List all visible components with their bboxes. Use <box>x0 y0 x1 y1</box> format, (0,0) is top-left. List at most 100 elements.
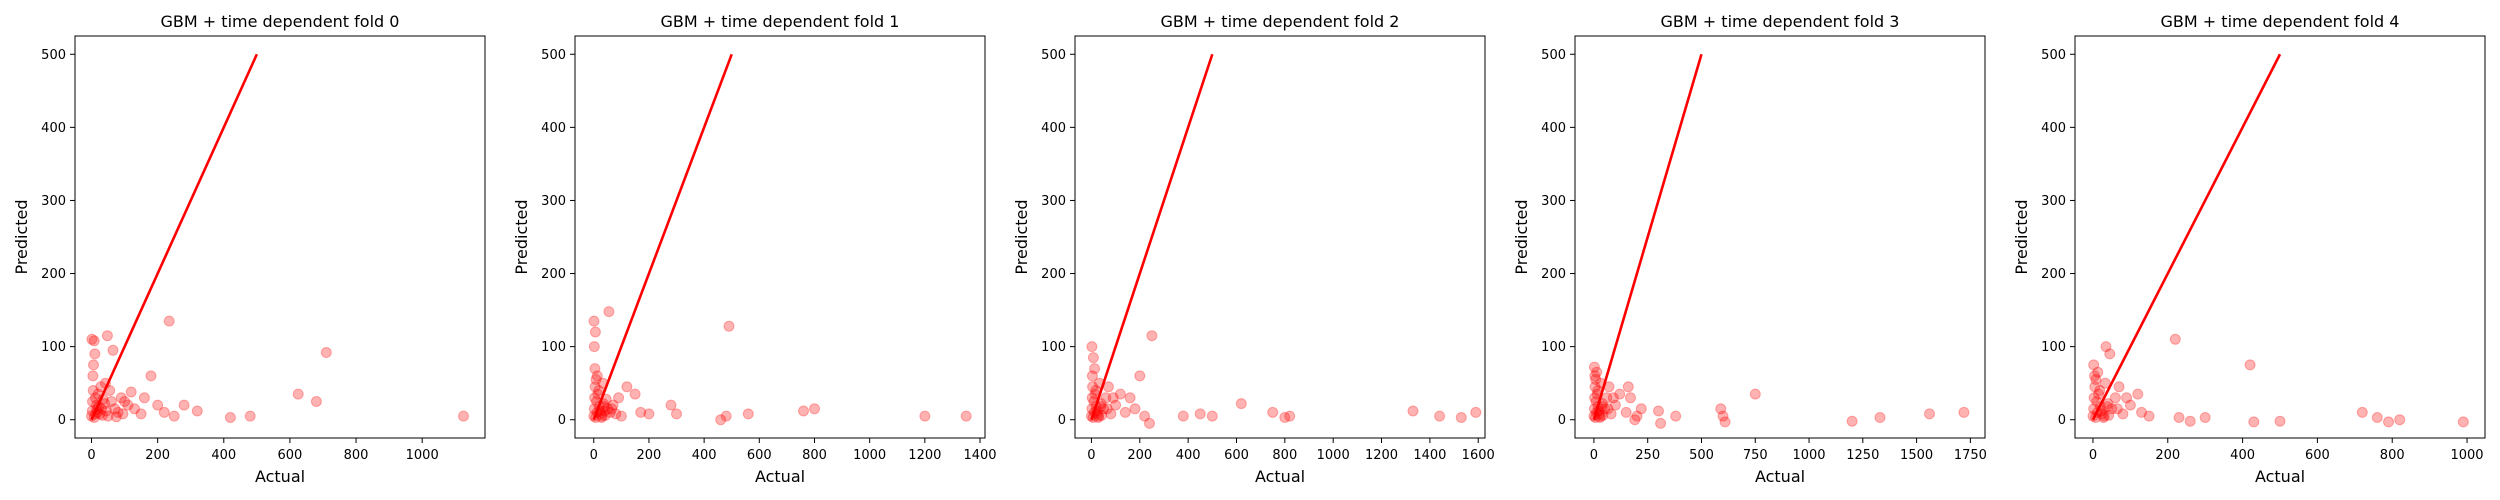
data-point <box>720 410 732 422</box>
x-tick-label: 1000 <box>853 448 886 463</box>
data-point <box>621 381 633 393</box>
data-point <box>2124 399 2136 411</box>
y-tick-label: 0 <box>58 413 66 428</box>
y-tick-label: 500 <box>1041 48 1066 63</box>
data-point <box>590 374 602 385</box>
y-tick-label: 100 <box>1541 340 1566 355</box>
data-point <box>1631 410 1643 422</box>
y-tick-label: 300 <box>1041 194 1066 209</box>
data-point <box>1597 409 1609 421</box>
data-point <box>1590 374 1602 385</box>
data-point <box>2094 385 2106 396</box>
x-tick-label: 1250 <box>1846 448 1879 463</box>
data-point <box>86 333 98 345</box>
data-point <box>1591 366 1603 378</box>
y-axis-label: Predicted <box>512 199 531 274</box>
data-point <box>1119 406 1131 418</box>
data-point <box>1601 392 1613 404</box>
data-point <box>458 410 469 422</box>
data-point <box>2092 366 2104 378</box>
y-tick-label: 200 <box>41 267 66 282</box>
data-point <box>2121 392 2133 404</box>
data-point <box>2132 388 2144 400</box>
data-point <box>1670 410 1682 422</box>
data-point <box>604 406 616 418</box>
x-tick-label: 1400 <box>963 448 996 463</box>
chart-title: GBM + time dependent fold 1 <box>661 12 900 31</box>
data-point <box>1607 392 1619 404</box>
data-point <box>602 403 614 415</box>
data-point <box>1407 405 1419 417</box>
scatter-points <box>2087 333 2469 428</box>
data-point <box>798 405 809 417</box>
reference-line <box>1090 53 1214 421</box>
data-point <box>1622 381 1634 393</box>
data-point <box>1177 410 1189 422</box>
x-tick-label: 1500 <box>1900 448 1933 463</box>
x-axis-label: Actual <box>2255 467 2305 486</box>
data-point <box>1874 412 1886 423</box>
data-point <box>129 403 140 415</box>
x-tick-label: 200 <box>1127 448 1152 463</box>
data-point <box>1588 361 1600 373</box>
data-point <box>1107 392 1119 404</box>
y-tick-label: 0 <box>1058 413 1066 428</box>
data-point <box>2169 333 2181 345</box>
x-tick-label: 600 <box>2305 448 2330 463</box>
data-point <box>163 315 175 327</box>
data-point <box>589 326 601 338</box>
data-point <box>1139 410 1151 422</box>
data-point <box>596 410 608 422</box>
data-point <box>599 409 611 421</box>
data-point <box>109 403 121 415</box>
data-point <box>1470 406 1482 418</box>
data-point <box>88 335 100 347</box>
x-tick-label: 1000 <box>1792 448 1825 463</box>
y-tick-label: 500 <box>1541 48 1566 63</box>
data-point <box>715 414 727 426</box>
data-point <box>2199 412 2211 423</box>
data-point <box>615 410 627 422</box>
x-tick-label: 1000 <box>406 448 439 463</box>
data-point <box>2088 392 2100 404</box>
data-point <box>152 399 164 411</box>
data-point <box>610 408 622 420</box>
data-point <box>1086 341 1098 353</box>
data-point <box>1924 408 1935 420</box>
axes-frame <box>574 35 986 439</box>
data-point <box>2274 415 2286 427</box>
y-tick-label: 200 <box>541 267 566 282</box>
data-point <box>135 408 147 420</box>
y-axis-label: Predicted <box>1512 199 1531 274</box>
data-point <box>2097 412 2109 423</box>
data-point <box>671 408 682 420</box>
data-point <box>2248 416 2260 428</box>
y-tick-label: 400 <box>541 121 566 136</box>
x-tick-label: 1000 <box>1317 448 1350 463</box>
x-tick-label: 800 <box>344 448 369 463</box>
chart-title: GBM + time dependent fold 4 <box>2161 12 2400 31</box>
x-tick-label: 0 <box>590 448 598 463</box>
data-point <box>2113 381 2125 393</box>
data-point <box>1129 403 1141 415</box>
y-tick-label: 500 <box>41 48 66 63</box>
data-point <box>119 396 131 407</box>
scatter-points <box>1085 330 1482 429</box>
subplot-2: 0 200 400 600 800 1000 1200 1400 1600 0 100 200 300 4… <box>1012 12 1495 486</box>
data-point <box>1087 381 1099 393</box>
data-point <box>1599 403 1611 415</box>
x-tick-label: 500 <box>1689 448 1714 463</box>
y-tick-label: 300 <box>41 194 66 209</box>
x-tick-label: 1200 <box>1365 448 1398 463</box>
y-axis-label: Predicted <box>2012 199 2031 274</box>
reference-line <box>90 53 259 421</box>
x-tick-label: 1000 <box>2450 448 2483 463</box>
data-point <box>2090 374 2102 385</box>
data-point <box>1715 403 1727 415</box>
data-point <box>1144 417 1155 429</box>
data-point <box>191 405 203 417</box>
axes-frame <box>74 35 486 439</box>
data-point <box>158 406 170 418</box>
y-tick-label: 100 <box>1041 340 1066 355</box>
